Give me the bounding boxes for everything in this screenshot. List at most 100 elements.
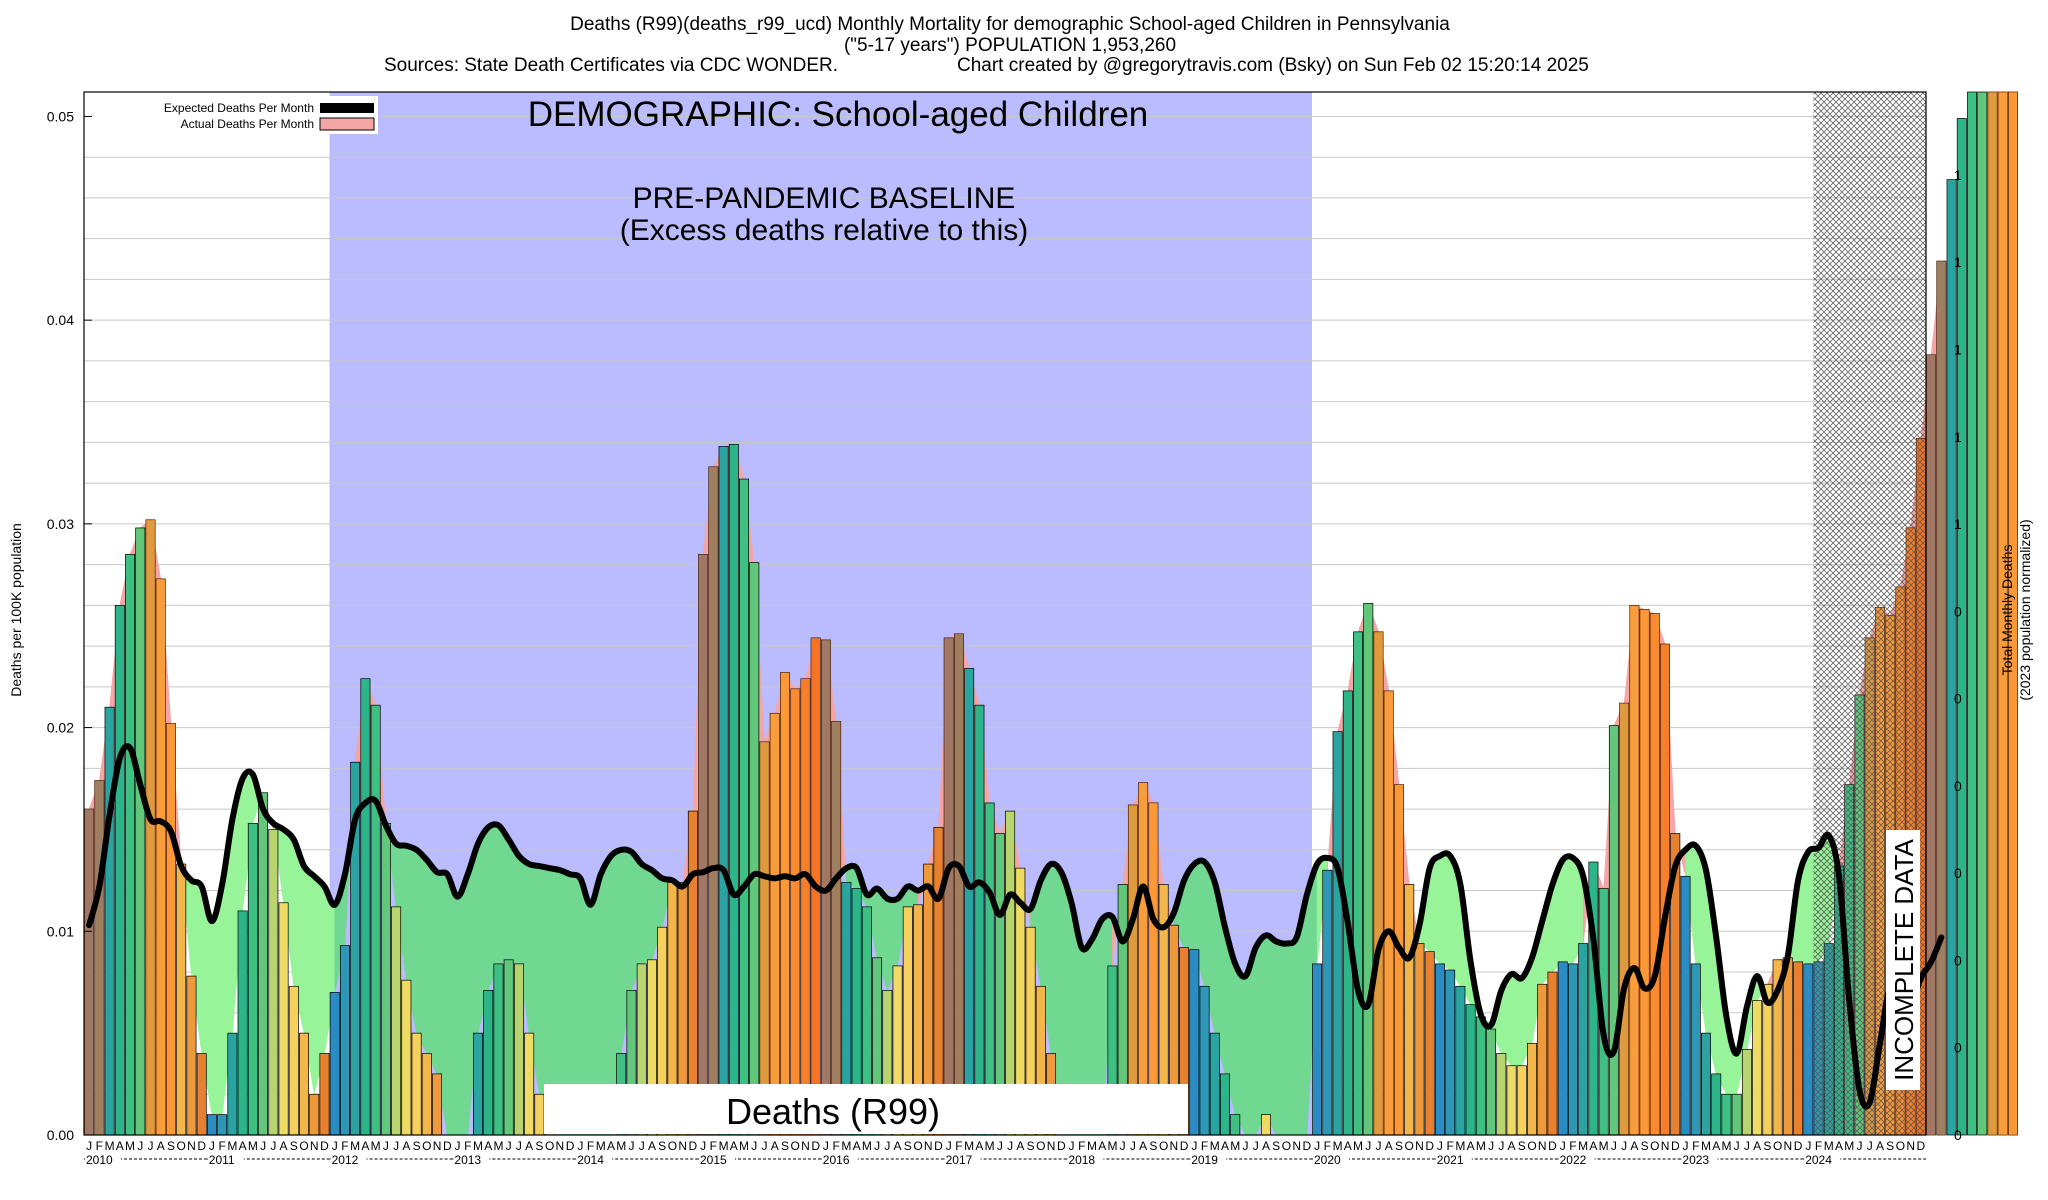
excess-band — [1562, 857, 1574, 965]
month-tick-label: A — [280, 1139, 288, 1153]
month-tick-label: S — [290, 1139, 298, 1153]
month-tick-label: D — [811, 1139, 820, 1153]
actual-bar — [217, 1114, 228, 1136]
month-tick-label: J — [1611, 1139, 1617, 1153]
month-tick-label: M — [1721, 1139, 1731, 1153]
month-tick-label: O — [1896, 1139, 1905, 1153]
actual-bar — [227, 1032, 238, 1136]
excess-band — [426, 859, 438, 1075]
month-tick-label: N — [556, 1139, 565, 1153]
actual-bar — [237, 910, 248, 1136]
actual-bar — [1209, 1032, 1220, 1136]
excess-band — [1275, 941, 1287, 1136]
month-tick-label: D — [1057, 1139, 1066, 1153]
month-tick-label: J — [1130, 1139, 1136, 1153]
actual-bar — [176, 863, 187, 1136]
month-tick-label: F — [832, 1139, 839, 1153]
month-tick-label: M — [1599, 1139, 1609, 1153]
month-tick-label: N — [1047, 1139, 1056, 1153]
month-tick-label: A — [1344, 1139, 1352, 1153]
month-tick-label: J — [874, 1139, 880, 1153]
actual-bar — [1312, 963, 1323, 1136]
month-tick-label: A — [853, 1139, 861, 1153]
month-tick-label: J — [1488, 1139, 1494, 1153]
year-label-bg — [821, 1153, 858, 1166]
cause-label: Deaths (R99) — [726, 1091, 940, 1132]
excess-band — [446, 874, 458, 1136]
month-tick-label: F — [1815, 1139, 1822, 1153]
month-tick-label: M — [1087, 1139, 1097, 1153]
month-tick-label: J — [148, 1139, 154, 1153]
chart-sources: Sources: State Death Certificates via CD… — [384, 55, 838, 76]
month-tick-label: F — [96, 1139, 103, 1153]
month-tick-label: O — [1650, 1139, 1659, 1153]
month-tick-label: S — [167, 1139, 175, 1153]
month-tick-label: F — [341, 1139, 348, 1153]
month-tick-label: J — [1242, 1139, 1248, 1153]
month-tick-label: M — [596, 1139, 606, 1153]
year-tick-label: 2023 — [1682, 1153, 1709, 1167]
y2-tick-label: 1 — [1954, 254, 1962, 270]
y2-tick-label: 1 — [1954, 516, 1962, 532]
y2-tick-label: 0 — [1954, 691, 1962, 707]
month-tick-label: S — [1395, 1139, 1403, 1153]
actual-bar-excess — [1148, 802, 1158, 1135]
actual-bar — [1516, 1065, 1527, 1136]
legend-actual-swatch — [319, 117, 375, 131]
actual-bar — [1496, 1053, 1507, 1136]
month-tick-label: M — [1844, 1139, 1854, 1153]
actual-bar — [473, 1032, 483, 1136]
actual-bar — [1189, 949, 1200, 1136]
month-tick-label: D — [1794, 1139, 1803, 1153]
actual-bar-excess — [1660, 644, 1670, 1135]
actual-bar — [1752, 1000, 1763, 1136]
month-tick-label: A — [1139, 1139, 1147, 1153]
month-tick-label: A — [1098, 1139, 1106, 1153]
month-tick-label: A — [648, 1139, 656, 1153]
month-tick-label: D — [689, 1139, 698, 1153]
month-tick-label: J — [946, 1139, 952, 1153]
actual-bar — [370, 704, 381, 1136]
year-label-bg — [576, 1153, 613, 1166]
actual-bar — [1475, 1016, 1486, 1136]
month-tick-label: M — [125, 1139, 135, 1153]
month-tick-label: M — [1824, 1139, 1834, 1153]
month-tick-label: D — [1548, 1139, 1557, 1153]
month-tick-label: D — [934, 1139, 943, 1153]
actual-bar — [1547, 971, 1558, 1136]
month-tick-label: J — [1683, 1139, 1689, 1153]
month-tick-label: J — [577, 1139, 583, 1153]
month-tick-label: N — [678, 1139, 687, 1153]
demographic-label: DEMOGRAPHIC: School-aged Children — [528, 95, 1149, 134]
month-tick-label: J — [1560, 1139, 1566, 1153]
year-tick-label: 2020 — [1314, 1153, 1341, 1167]
actual-bar — [1701, 1032, 1711, 1136]
month-tick-label: J — [1376, 1139, 1382, 1153]
month-tick-label: A — [975, 1139, 983, 1153]
y2-tick-label: 1 — [1954, 341, 1962, 357]
month-tick-label: D — [1917, 1139, 1926, 1153]
year-label-bg — [85, 1153, 121, 1166]
month-tick-label: A — [402, 1139, 410, 1153]
month-tick-label: N — [310, 1139, 319, 1153]
expected-deaths-line — [86, 743, 1945, 1110]
month-tick-label: N — [1415, 1139, 1424, 1153]
actual-bar — [1527, 1042, 1537, 1136]
month-tick-label: O — [422, 1139, 431, 1153]
month-tick-label: A — [1016, 1139, 1024, 1153]
month-tick-label: D — [1303, 1139, 1312, 1153]
actual-bar-excess — [708, 466, 718, 1135]
actual-bar-excess — [780, 672, 790, 1135]
baseline-sublabel: (Excess deaths relative to this) — [620, 214, 1029, 247]
month-tick-label: O — [668, 1139, 677, 1153]
month-tick-label: M — [841, 1139, 851, 1153]
actual-bar-excess — [1650, 613, 1660, 1135]
actual-bar — [1260, 1114, 1271, 1136]
y2-tick-label: 0 — [1954, 1127, 1962, 1143]
y2-tick-label: 1 — [1954, 429, 1962, 445]
month-tick-label: O — [791, 1139, 800, 1153]
year-tick-label: 2014 — [577, 1153, 604, 1167]
actual-bar — [278, 902, 289, 1136]
month-tick-label: S — [535, 1139, 543, 1153]
month-tick-label: J — [86, 1139, 92, 1153]
